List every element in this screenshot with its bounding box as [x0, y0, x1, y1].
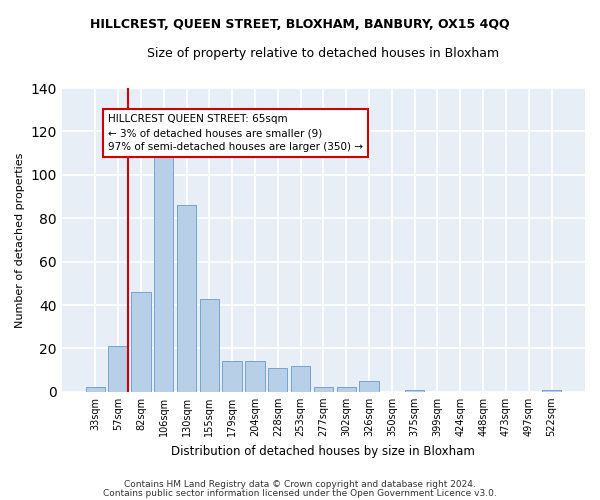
- Bar: [405, 390, 424, 392]
- Y-axis label: Number of detached properties: Number of detached properties: [15, 152, 25, 328]
- Bar: [223, 362, 242, 392]
- Bar: [337, 388, 356, 392]
- Text: Contains public sector information licensed under the Open Government Licence v3: Contains public sector information licen…: [103, 488, 497, 498]
- Bar: [109, 346, 128, 392]
- Bar: [200, 298, 219, 392]
- Bar: [542, 390, 561, 392]
- Bar: [86, 388, 105, 392]
- Bar: [131, 292, 151, 392]
- Text: Contains HM Land Registry data © Crown copyright and database right 2024.: Contains HM Land Registry data © Crown c…: [124, 480, 476, 489]
- Bar: [154, 142, 173, 392]
- Text: HILLCREST QUEEN STREET: 65sqm
← 3% of detached houses are smaller (9)
97% of sem: HILLCREST QUEEN STREET: 65sqm ← 3% of de…: [108, 114, 363, 152]
- Bar: [268, 368, 287, 392]
- Bar: [291, 366, 310, 392]
- Bar: [314, 388, 333, 392]
- Title: Size of property relative to detached houses in Bloxham: Size of property relative to detached ho…: [148, 48, 499, 60]
- Text: HILLCREST, QUEEN STREET, BLOXHAM, BANBURY, OX15 4QQ: HILLCREST, QUEEN STREET, BLOXHAM, BANBUR…: [90, 18, 510, 30]
- Bar: [245, 362, 265, 392]
- Bar: [359, 381, 379, 392]
- X-axis label: Distribution of detached houses by size in Bloxham: Distribution of detached houses by size …: [172, 444, 475, 458]
- Bar: [177, 205, 196, 392]
